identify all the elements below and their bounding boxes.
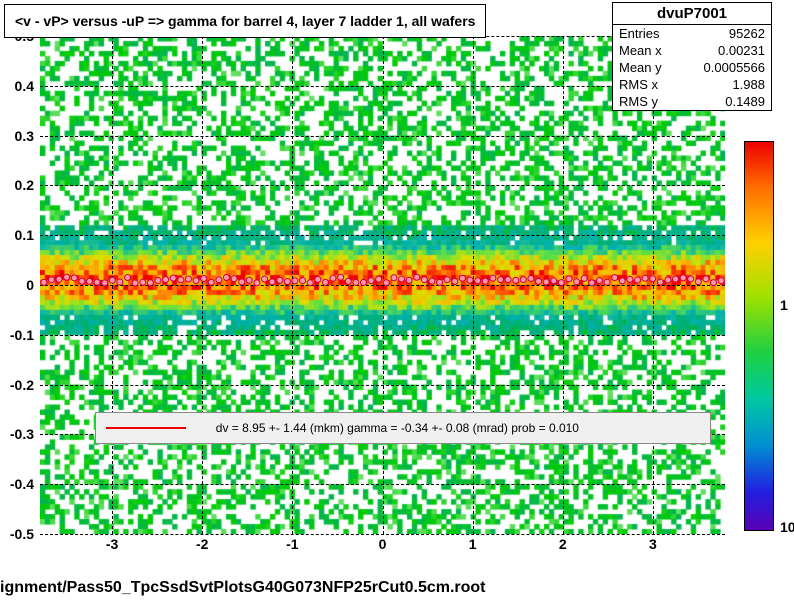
footer-path: ignment/Pass50_TpcSsdSvtPlotsG40G073NFP2… — [0, 579, 486, 597]
stat-row: RMS x 1.988 — [613, 76, 771, 93]
x-tick-label: -1 — [286, 536, 298, 552]
stat-value: 0.0005566 — [704, 60, 765, 75]
fit-line-sample — [106, 427, 186, 429]
stat-row: Mean y 0.0005566 — [613, 59, 771, 76]
y-tick-label: 0.2 — [15, 177, 34, 193]
x-tick-label: 0 — [379, 536, 387, 552]
chart-title: <v - vP> versus -uP => gamma for barrel … — [15, 13, 475, 29]
colorbar-tick-label: 1 — [780, 297, 788, 313]
y-tick-label: 0 — [26, 277, 34, 293]
stat-label: Mean x — [619, 43, 662, 58]
stats-rows: Entries 95262 Mean x 0.00231 Mean y 0.0005566… — [613, 25, 771, 110]
fit-text: dv = 8.95 +- 1.44 (mkm) gamma = -0.34 +-… — [216, 421, 579, 435]
y-tick-label: -0.4 — [10, 476, 34, 492]
colorbar-ticks: 110 — [780, 141, 794, 531]
x-tick-label: 2 — [559, 536, 567, 552]
y-tick-label: 0.4 — [15, 78, 34, 94]
stat-label: Mean y — [619, 60, 662, 75]
stat-row: RMS y 0.1489 — [613, 93, 771, 110]
x-tick-label: -3 — [106, 536, 118, 552]
colorbar-tick-label: 10 — [780, 519, 794, 535]
y-tick-label: 0.1 — [15, 227, 34, 243]
stat-row: Entries 95262 — [613, 25, 771, 42]
y-tick-label: -0.2 — [10, 377, 34, 393]
x-tick-label: -2 — [196, 536, 208, 552]
stat-label: RMS y — [619, 94, 658, 109]
stat-label: Entries — [619, 26, 659, 41]
y-tick-label: 0.3 — [15, 128, 34, 144]
colorbar — [744, 141, 774, 531]
stats-box: dvuP7001 Entries95262Mean x0.00231Mean y… — [612, 2, 772, 111]
stat-value: 1.988 — [732, 77, 765, 92]
chart-title-box: <v - vP> versus -uP => gamma for barrel … — [4, 4, 486, 38]
stat-label: RMS x — [619, 77, 658, 92]
y-tick-label: -0.5 — [10, 526, 34, 542]
fit-result-box: dv = 8.95 +- 1.44 (mkm) gamma = -0.34 +-… — [95, 412, 712, 444]
y-tick-label: -0.1 — [10, 327, 34, 343]
stat-value: 95262 — [729, 26, 765, 41]
stat-row: Mean x 0.00231 — [613, 42, 771, 59]
y-axis-ticks: -0.5-0.4-0.3-0.2-0.100.10.20.30.40.5 — [0, 36, 38, 534]
stats-title: dvuP7001 — [613, 3, 771, 25]
stat-value: 0.00231 — [718, 43, 765, 58]
y-tick-label: -0.3 — [10, 426, 34, 442]
x-axis-ticks: -3 -2 -1 0 1 2 3 — [40, 536, 725, 556]
x-tick-label: 1 — [469, 536, 477, 552]
x-tick-label: 3 — [649, 536, 657, 552]
stat-value: 0.1489 — [725, 94, 765, 109]
